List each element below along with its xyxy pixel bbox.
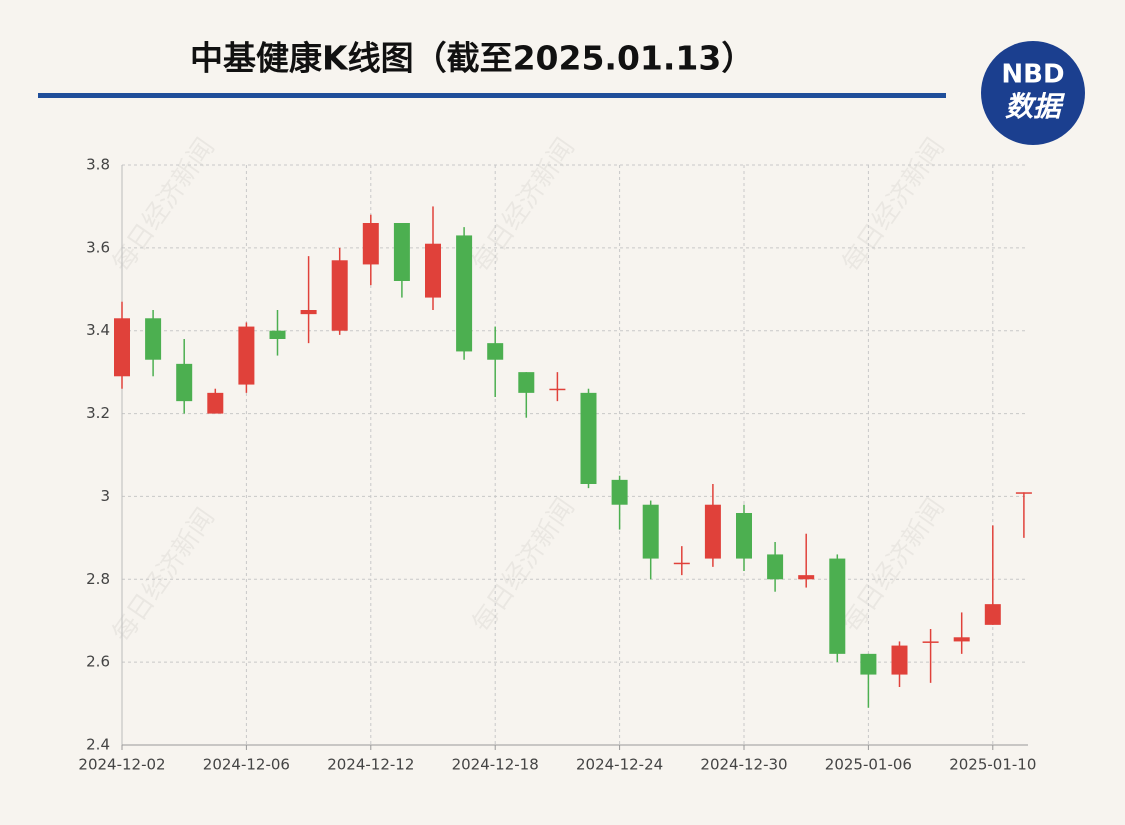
candle-body xyxy=(829,558,846,654)
candle-body xyxy=(393,223,410,281)
candle-body xyxy=(114,318,130,377)
candle-body xyxy=(922,641,939,643)
candle-body xyxy=(269,330,286,339)
logo xyxy=(981,41,1085,145)
chart-title: 中基健康K线图（截至2025.01.13） xyxy=(190,39,754,78)
y-tick-label: 3.6 xyxy=(86,238,110,256)
candle-body xyxy=(736,513,752,559)
candle-body xyxy=(549,388,566,391)
candle-body xyxy=(580,392,597,484)
x-tick-label: 2025-01-06 xyxy=(825,756,912,774)
title-rule xyxy=(38,93,946,98)
candle-body xyxy=(1015,492,1032,494)
x-tick-label: 2025-01-10 xyxy=(949,756,1036,774)
y-tick-label: 2.4 xyxy=(86,736,110,754)
candle-body xyxy=(207,392,224,414)
y-tick-label: 3.4 xyxy=(86,321,110,339)
candle-body xyxy=(487,343,504,360)
y-tick-label: 3.8 xyxy=(86,156,110,174)
candle-body xyxy=(145,318,162,360)
candle-body xyxy=(953,637,970,642)
candle-body xyxy=(300,310,317,315)
candle-body xyxy=(518,372,535,393)
x-tick-label: 2024-12-06 xyxy=(203,756,290,774)
logo-text: 数据 xyxy=(1005,90,1066,123)
y-tick-label: 3.2 xyxy=(86,404,110,422)
y-tick-label: 2.6 xyxy=(86,653,110,671)
x-tick-label: 2024-12-24 xyxy=(576,756,663,774)
candle-body xyxy=(456,235,473,352)
candle-body xyxy=(425,243,441,298)
x-tick-label: 2024-12-02 xyxy=(78,756,165,774)
x-tick-label: 2024-12-18 xyxy=(452,756,539,774)
candle-body xyxy=(767,554,784,580)
candle-body xyxy=(362,223,379,265)
x-tick-label: 2024-12-12 xyxy=(327,756,414,774)
candle-body xyxy=(798,575,815,580)
candle-body xyxy=(331,260,348,331)
candle-body xyxy=(611,479,628,505)
candle-body xyxy=(860,653,877,675)
logo-text: NBD xyxy=(1001,60,1064,90)
candle-body xyxy=(984,604,1001,625)
candle-body xyxy=(891,645,908,675)
y-tick-label: 3 xyxy=(100,487,110,505)
candle-body xyxy=(176,363,193,402)
candle-body xyxy=(704,504,721,559)
candle-body xyxy=(238,326,255,385)
y-tick-label: 2.8 xyxy=(86,570,110,588)
candle-body xyxy=(642,504,659,559)
x-tick-label: 2024-12-30 xyxy=(700,756,787,774)
candle-body xyxy=(673,562,690,565)
